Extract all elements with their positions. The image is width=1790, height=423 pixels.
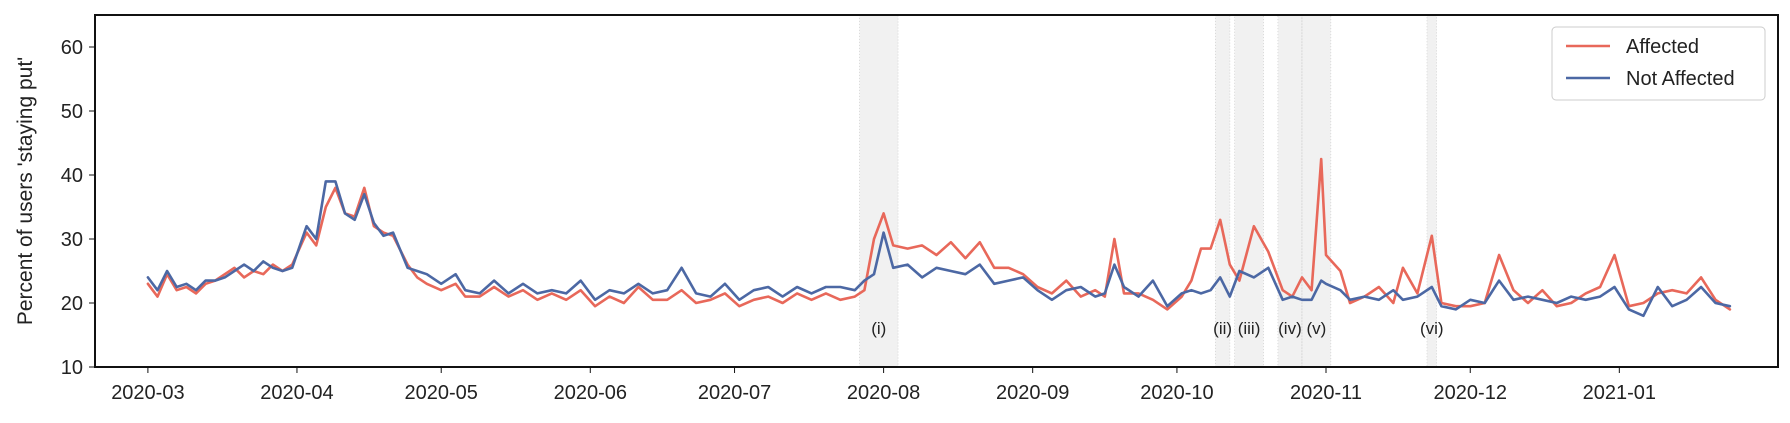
y-axis-title: Percent of users 'staying put' — [14, 57, 37, 325]
highlight-label: (ii) — [1213, 319, 1232, 338]
y-tick-label: 50 — [61, 101, 83, 123]
highlight-band — [1234, 14, 1264, 368]
x-tick-label: 2020-05 — [405, 382, 478, 404]
y-tick-label: 20 — [61, 293, 83, 315]
x-tick-label: 2020-10 — [1140, 382, 1213, 404]
x-tick-label: 2021-01 — [1583, 382, 1656, 404]
highlight-label: (vi) — [1420, 319, 1444, 338]
x-tick-label: 2020-07 — [698, 382, 771, 404]
legend: Affected Not Affected — [1551, 26, 1766, 101]
y-tick-label: 30 — [61, 229, 83, 251]
x-tick-label: 2020-03 — [111, 382, 184, 404]
y-tick-label: 60 — [61, 37, 83, 59]
x-tick-label: 2020-09 — [996, 382, 1069, 404]
plot-frame — [94, 14, 1779, 368]
series-lines — [146, 157, 1732, 318]
highlight-label: (iii) — [1238, 319, 1261, 338]
y-axis-ticks: 10 20 30 40 50 60 — [61, 37, 95, 379]
x-axis-ticks: 2020-03 2020-04 2020-05 2020-06 2020-07 2020-… — [111, 367, 1656, 404]
highlight-band — [1426, 14, 1437, 368]
highlight-band — [1301, 14, 1332, 368]
series-line-not-affected — [146, 180, 1732, 318]
y-tick-label: 40 — [61, 165, 83, 187]
x-tick-label: 2020-06 — [554, 382, 627, 404]
legend-label: Affected — [1626, 36, 1699, 58]
highlight-band — [1214, 14, 1231, 368]
x-tick-label: 2020-04 — [260, 382, 333, 404]
highlight-label: (i) — [871, 319, 886, 338]
highlight-band — [859, 14, 899, 368]
highlight-band — [1277, 14, 1303, 368]
x-tick-label: 2020-11 — [1290, 382, 1362, 404]
legend-label: Not Affected — [1626, 68, 1735, 90]
x-tick-label: 2020-08 — [847, 382, 920, 404]
highlight-label: (v) — [1306, 319, 1326, 338]
highlight-label: (iv) — [1278, 319, 1302, 338]
x-tick-label: 2020-12 — [1434, 382, 1507, 404]
y-tick-label: 10 — [61, 357, 83, 379]
highlight-bands: (i) (ii) (iii) (iv) (v) (vi) — [859, 14, 1444, 368]
